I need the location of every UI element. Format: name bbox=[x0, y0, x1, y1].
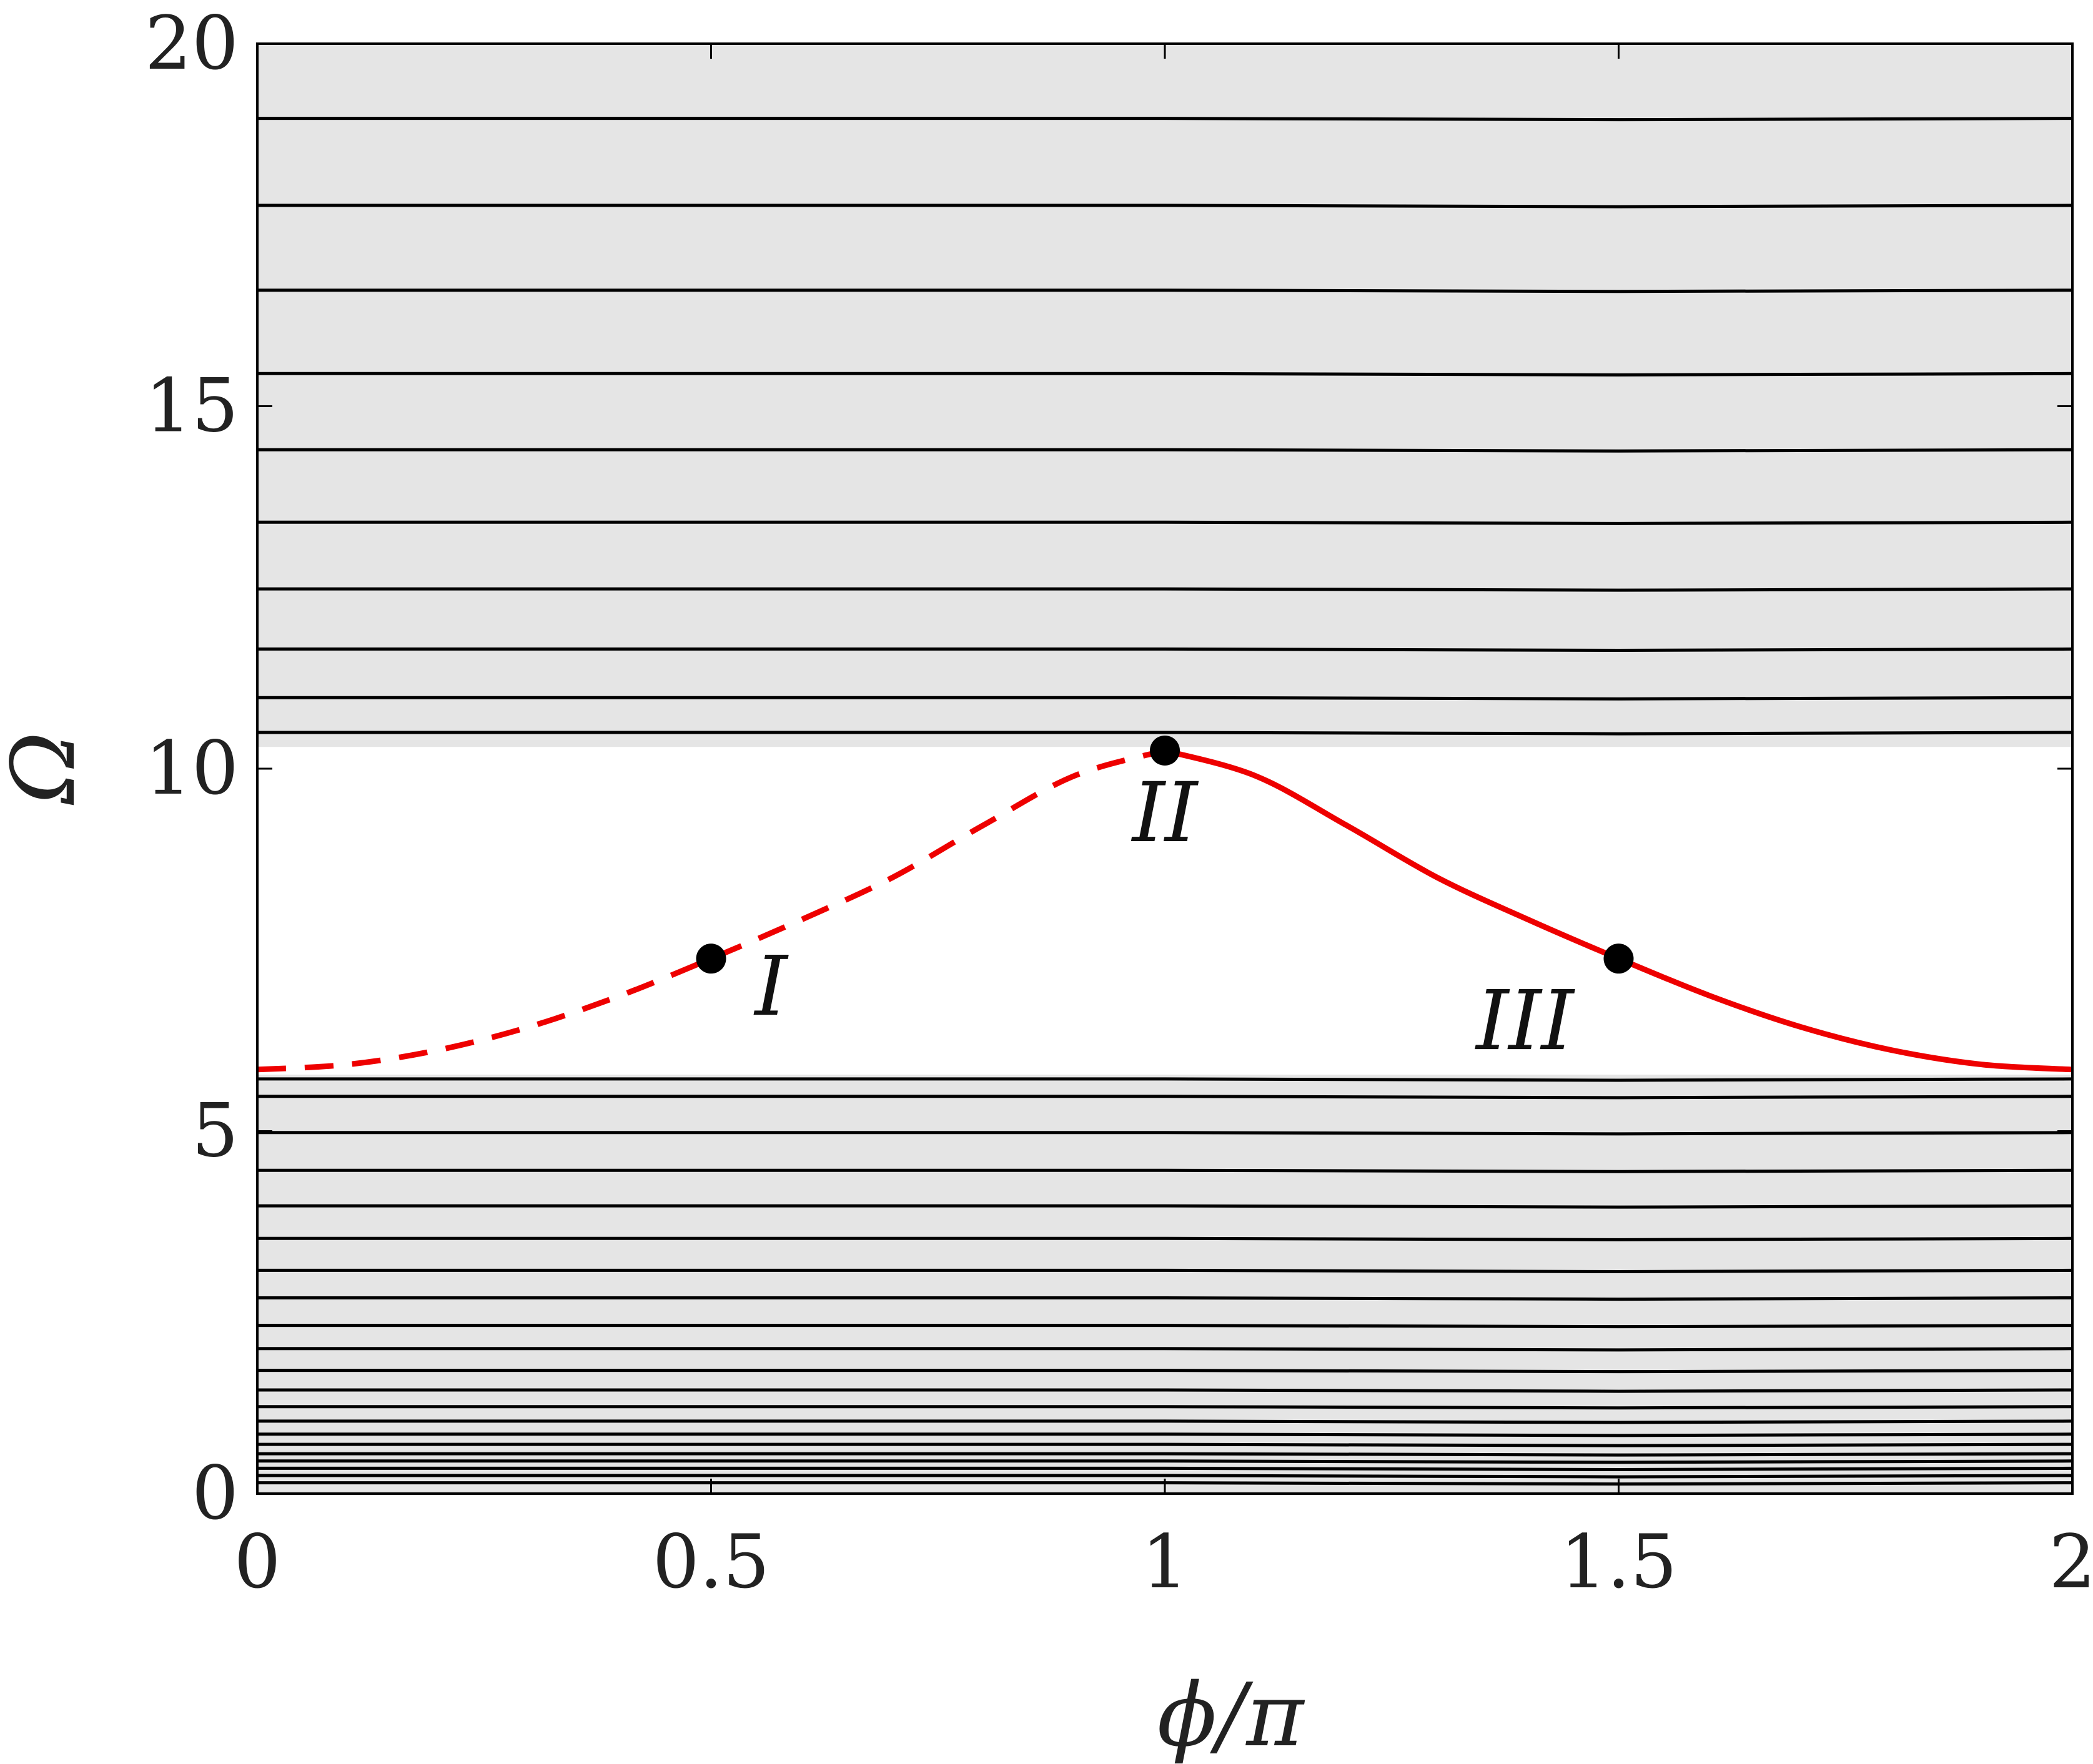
band-line-9 bbox=[257, 1388, 2073, 1393]
point-iii bbox=[1603, 944, 1634, 974]
band-line-29 bbox=[257, 204, 2073, 209]
band-line-27 bbox=[257, 372, 2073, 377]
band-line-26 bbox=[257, 448, 2073, 453]
band-line-17 bbox=[257, 1168, 2073, 1173]
x-tick-label-2: 1 bbox=[1141, 1519, 1188, 1605]
band-line-2 bbox=[257, 1466, 2073, 1472]
y-tick-label-3: 15 bbox=[145, 363, 239, 449]
band-line-3 bbox=[257, 1459, 2073, 1464]
x-tick-label-3: 1.5 bbox=[1560, 1519, 1678, 1605]
band-regions bbox=[257, 44, 2072, 1494]
band-line-28 bbox=[257, 288, 2073, 293]
y-axis-label: Ω bbox=[0, 732, 95, 806]
band-line-6 bbox=[257, 1432, 2073, 1437]
band-region-0 bbox=[257, 1074, 2072, 1494]
x-tick-label-0: 0 bbox=[234, 1519, 280, 1605]
band-line-1 bbox=[257, 1474, 2073, 1479]
band-line-7 bbox=[257, 1419, 2073, 1424]
x-tick-label-4: 2 bbox=[2049, 1519, 2093, 1605]
axes bbox=[256, 42, 2074, 1495]
point-label-ii: II bbox=[1131, 765, 1199, 861]
band-line-19 bbox=[257, 1095, 2073, 1100]
mode-curve-solid bbox=[1164, 747, 2073, 1073]
band-line-30 bbox=[257, 117, 2073, 122]
band-line-22 bbox=[257, 696, 2073, 701]
band-line-5 bbox=[257, 1442, 2073, 1447]
band-line-12 bbox=[257, 1324, 2073, 1329]
point-i bbox=[696, 944, 726, 974]
band-line-16 bbox=[257, 1204, 2073, 1209]
x-axis-label: ϕ/π bbox=[1157, 1665, 1306, 1764]
y-tick-label-1: 5 bbox=[192, 1088, 239, 1174]
band-line-25 bbox=[257, 520, 2073, 525]
band-line-13 bbox=[257, 1296, 2073, 1301]
band-line-14 bbox=[257, 1268, 2073, 1274]
band-region-1 bbox=[257, 44, 2072, 747]
y-tick-label-2: 10 bbox=[145, 725, 239, 811]
x-tick-label-1: 0.5 bbox=[653, 1519, 770, 1605]
band-line-23 bbox=[257, 647, 2073, 653]
band-line-18 bbox=[257, 1131, 2073, 1136]
band-line-8 bbox=[257, 1405, 2073, 1410]
band-lines bbox=[257, 117, 2073, 1486]
band-line-10 bbox=[257, 1369, 2073, 1374]
band-line-11 bbox=[257, 1347, 2073, 1352]
band-line-15 bbox=[257, 1236, 2073, 1241]
y-tick-label-0: 0 bbox=[192, 1450, 239, 1536]
y-tick-label-4: 20 bbox=[145, 0, 239, 86]
point-ii bbox=[1150, 735, 1180, 766]
point-label-i: I bbox=[754, 939, 789, 1035]
point-label-iii: III bbox=[1475, 973, 1575, 1069]
mode-curve-dashed bbox=[257, 747, 1166, 1073]
band-line-24 bbox=[257, 587, 2073, 592]
band-line-4 bbox=[257, 1452, 2073, 1457]
band-line-20 bbox=[257, 1077, 2073, 1082]
band-line-21 bbox=[257, 731, 2073, 736]
